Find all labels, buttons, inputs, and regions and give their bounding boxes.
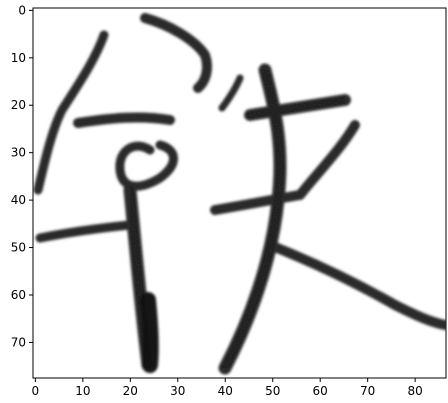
stroke-left-horizontal	[73, 112, 175, 128]
plot-frame	[32, 7, 447, 379]
stroke-right-tick	[218, 74, 244, 112]
y-tick-label: 10	[11, 51, 26, 65]
y-tick-label: 30	[11, 146, 26, 160]
stroke-right-sweep	[265, 240, 446, 330]
y-tick-label: 70	[11, 335, 26, 349]
stroke-right-mid	[210, 120, 360, 215]
x-tick-label: 30	[170, 384, 185, 398]
character-strokes	[33, 13, 446, 375]
x-axis-ticks: 0 10 20 30 40 50 60 70 80	[32, 378, 423, 398]
y-tick-label: 0	[18, 3, 26, 17]
x-tick-label: 80	[408, 384, 423, 398]
y-tick-label: 40	[11, 193, 26, 207]
stroke-top-hook	[140, 13, 212, 93]
y-tick-label: 50	[11, 241, 26, 255]
x-tick-label: 20	[123, 384, 138, 398]
y-axis-ticks: 0 10 20 30 40 50 60 70	[11, 3, 33, 349]
x-tick-label: 50	[265, 384, 280, 398]
x-tick-label: 40	[218, 384, 233, 398]
x-tick-label: 60	[313, 384, 328, 398]
y-tick-label: 60	[11, 288, 26, 302]
y-tick-label: 20	[11, 98, 26, 112]
stroke-left-lower-horizontal	[35, 220, 135, 243]
stroke-left-diagonal	[33, 30, 109, 195]
x-tick-label: 0	[32, 384, 40, 398]
x-tick-label: 70	[360, 384, 375, 398]
x-tick-label: 10	[75, 384, 90, 398]
